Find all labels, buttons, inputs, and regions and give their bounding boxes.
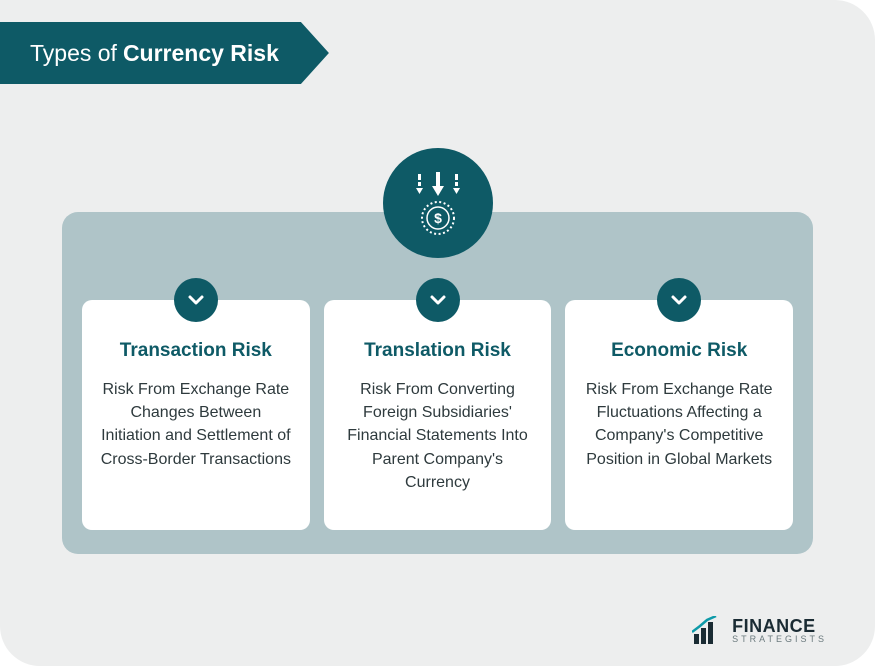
card-description: Risk From Exchange Rate Fluctuations Aff… <box>583 378 775 471</box>
card-description: Risk From Exchange Rate Changes Between … <box>100 378 292 471</box>
chevron-down-circle-icon <box>416 278 460 322</box>
chevron-down-circle-icon <box>657 278 701 322</box>
dollar-devaluation-icon: $ <box>383 148 493 258</box>
card-description: Risk From Converting Foreign Subsidiarie… <box>342 378 534 494</box>
card-transaction-risk: Transaction Risk Risk From Exchange Rate… <box>82 300 310 530</box>
cards-panel: Transaction Risk Risk From Exchange Rate… <box>62 212 813 554</box>
title-ribbon: Types of Currency Risk <box>0 22 329 84</box>
logo-sub-text: STRATEGISTS <box>732 635 827 644</box>
logo-text: FINANCE STRATEGISTS <box>732 617 827 644</box>
card-title: Economic Risk <box>583 340 775 362</box>
brand-logo: FINANCE STRATEGISTS <box>692 616 827 644</box>
logo-main-text: FINANCE <box>732 617 827 635</box>
card-economic-risk: Economic Risk Risk From Exchange Rate Fl… <box>565 300 793 530</box>
infographic-canvas: Types of Currency Risk $ <box>0 0 875 666</box>
title-keyword: Currency Risk <box>123 40 279 67</box>
chevron-down-circle-icon <box>174 278 218 322</box>
card-title: Translation Risk <box>342 340 534 362</box>
main-icon-svg: $ <box>403 168 473 238</box>
card-title: Transaction Risk <box>100 340 292 362</box>
logo-bars-icon <box>692 616 724 644</box>
card-translation-risk: Translation Risk Risk From Converting Fo… <box>324 300 552 530</box>
svg-text:$: $ <box>434 210 442 226</box>
title-prefix: Types of <box>30 40 117 67</box>
